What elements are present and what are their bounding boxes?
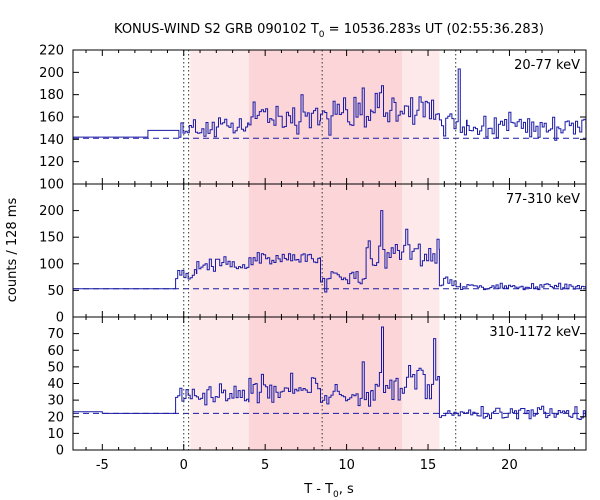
y-tick-label: 140 — [39, 133, 64, 148]
x-tick-label: 0 — [180, 458, 188, 473]
x-label-rest: , s — [339, 482, 354, 497]
y-tick-label: 20 — [47, 410, 64, 425]
energy-band-label: 310-1172 keV — [489, 325, 580, 340]
y-tick-label: 40 — [47, 377, 64, 392]
x-tick-label: 15 — [420, 458, 437, 473]
y-tick-label: 120 — [39, 155, 64, 170]
panel-1: 100 120 140 160 180 200 220 20-77 keV — [39, 44, 587, 193]
x-axis-label: T - T0, s — [303, 482, 354, 500]
shaded-interval-dark — [248, 50, 402, 184]
y-tick-label: 200 — [39, 66, 64, 81]
light-curve-trace — [73, 210, 587, 293]
shaded-interval-dark — [248, 317, 402, 450]
y-tick-label: 220 — [39, 44, 64, 59]
x-tick-label: 20 — [501, 458, 518, 473]
x-tick-label: 10 — [338, 458, 355, 473]
y-tick-label: 180 — [39, 88, 64, 103]
chart-title: KONUS-WIND S2 GRB 090102 T0 = 10536.283s… — [114, 22, 544, 40]
y-axis-label: counts / 128 ms — [5, 198, 20, 303]
y-tick-label: 70 — [47, 327, 64, 342]
y-tick-label: 200 — [39, 204, 64, 219]
x-label-subscript: 0 — [333, 490, 339, 500]
y-tick-label: 100 — [39, 257, 64, 272]
y-tick-label: 100 — [39, 178, 64, 193]
title-rest: = 10536.283s UT (02:55:36.283) — [325, 22, 544, 37]
energy-band-label: 77-310 keV — [506, 192, 580, 207]
energy-band-label: 20-77 keV — [514, 58, 580, 73]
light-curve-trace — [73, 68, 587, 141]
x-tick-label: -5 — [96, 458, 109, 473]
y-tick-label: 0 — [56, 311, 64, 326]
x-tick-label: 5 — [261, 458, 269, 473]
y-tick-label: 150 — [39, 231, 64, 246]
title-main: KONUS-WIND S2 GRB 090102 T — [114, 22, 319, 37]
panel-2: 0 50 100 150 200 77-310 keV — [39, 183, 587, 326]
y-tick-label: 160 — [39, 111, 64, 126]
y-tick-label: 60 — [47, 344, 64, 359]
svg-text:KONUS-WIND S2 GRB 090102 T0 =: KONUS-WIND S2 GRB 090102 T0 = 10536.283s… — [114, 22, 544, 40]
shaded-interval-dark — [248, 184, 402, 317]
y-tick-label: 0 — [56, 444, 64, 459]
y-tick-label: 10 — [47, 427, 64, 442]
x-label-main: T - T — [303, 482, 333, 497]
y-tick-label: 30 — [47, 394, 64, 409]
svg-text:T - T0, s: T - T0, s — [303, 482, 354, 500]
y-tick-label: 50 — [47, 360, 64, 375]
title-subscript: 0 — [319, 30, 325, 40]
y-tick-label: 50 — [47, 284, 64, 299]
light-curve-trace — [73, 326, 586, 420]
